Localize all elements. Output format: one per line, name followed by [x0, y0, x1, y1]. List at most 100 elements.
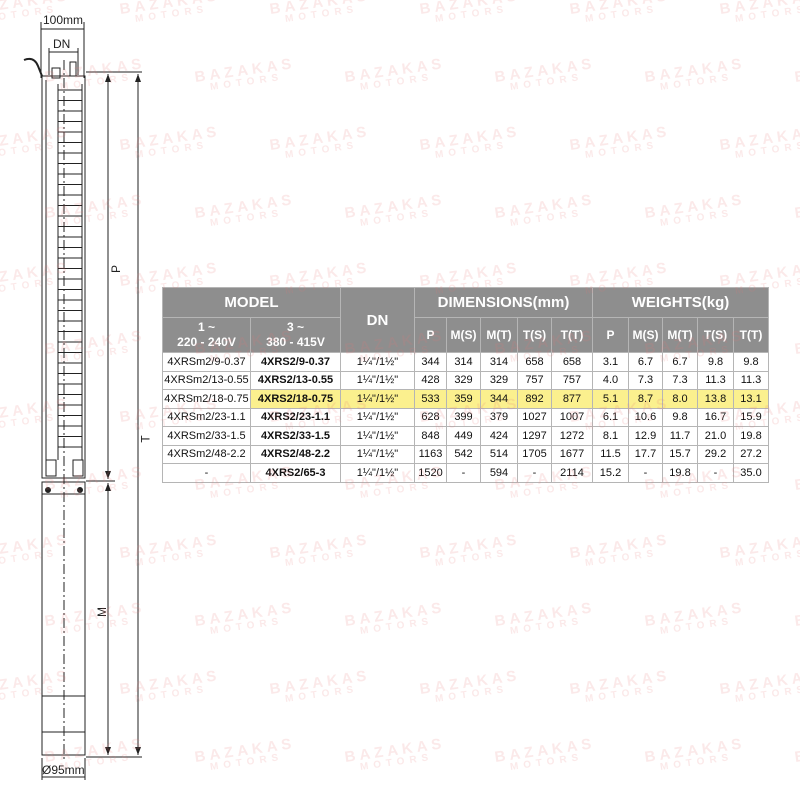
dimension-col-header: M(T) — [480, 317, 518, 353]
weight-value: 4.0 — [592, 370, 629, 390]
dn-dimension-label: DN — [53, 37, 71, 51]
dimensions-header: DIMENSIONS(mm) — [414, 287, 593, 318]
dimension-value: 329 — [446, 370, 481, 390]
weight-value: 9.8 — [662, 407, 698, 427]
weight-value: 6.7 — [662, 352, 698, 372]
weight-value: 12.9 — [628, 426, 663, 446]
dimension-value: 1705 — [517, 444, 552, 464]
table-row: 4XRSm2/23-1.1 4XRS2/23-1.1 1¼"/1½" 628 399 37… — [162, 407, 769, 427]
weights-header: WEIGHTS(kg) — [592, 287, 769, 318]
weight-value: 11.5 — [592, 444, 629, 464]
weight-value: 3.1 — [592, 352, 629, 372]
table-row: -4XRS2/65-3 1¼"/1½" 1520-594-2114 15.2-19.8… — [162, 463, 769, 483]
table-row: 4XRSm2/33-1.5 4XRS2/33-1.5 1¼"/1½" 848 449 42… — [162, 426, 769, 446]
dimension-value: 314 — [446, 352, 481, 372]
weight-value: 5.1 — [592, 389, 629, 409]
weight-value: 8.1 — [592, 426, 629, 446]
dn-header: DN — [340, 287, 415, 353]
dimension-value: 1272 — [551, 426, 593, 446]
three-phase-model: 4XRS2/13-0.55 — [250, 370, 341, 390]
dimension-value: 542 — [446, 444, 481, 464]
three-phase-model: 4XRS2/18-0.75 — [250, 389, 341, 409]
p-dimension-label: P — [109, 264, 124, 274]
dimension-value: 428 — [414, 370, 447, 390]
weight-value: 9.8 — [697, 352, 734, 372]
table-row: 4XRSm2/48-2.2 4XRS2/48-2.2 1¼"/1½" 1163 542 5… — [162, 444, 769, 464]
dimension-value: 658 — [517, 352, 552, 372]
dimension-value: 658 — [551, 352, 593, 372]
weight-value: 15.2 — [592, 463, 629, 483]
single-phase-header: 1 ~220 - 240V — [162, 317, 251, 353]
dn-value: 1¼"/1½" — [340, 389, 415, 409]
model-header: MODEL — [162, 287, 341, 318]
weight-value: 7.3 — [628, 370, 663, 390]
width-dimension-label: 100mm — [43, 13, 84, 27]
dn-value: 1¼"/1½" — [340, 352, 415, 372]
table-row: 4XRSm2/13-0.55 4XRS2/13-0.55 1¼"/1½" 428 329… — [162, 370, 769, 390]
weight-value: 10.6 — [628, 407, 663, 427]
dimension-value: 344 — [414, 352, 447, 372]
dimension-value: - — [517, 463, 552, 483]
dimension-value: 1677 — [551, 444, 593, 464]
weight-value: 7.3 — [662, 370, 698, 390]
three-phase-model: 4XRS2/33-1.5 — [250, 426, 341, 446]
diameter-dimension-label: Ø95mm — [42, 763, 85, 777]
weight-col-header: T(S) — [697, 317, 734, 353]
dimension-value: 2114 — [551, 463, 593, 483]
three-phase-header: 3 ~380 - 415V — [250, 317, 341, 353]
single-phase-model: 4XRSm2/13-0.55 — [162, 370, 251, 390]
dimension-value: 1520 — [414, 463, 447, 483]
weight-value: 6.7 — [628, 352, 663, 372]
dimension-value: 1163 — [414, 444, 447, 464]
weight-value: 27.2 — [733, 444, 769, 464]
single-phase-model: 4XRSm2/9-0.37 — [162, 352, 251, 372]
three-phase-model: 4XRS2/48-2.2 — [250, 444, 341, 464]
dimension-value: 628 — [414, 407, 447, 427]
weight-value: 16.7 — [697, 407, 734, 427]
weight-value: 13.8 — [697, 389, 734, 409]
dn-value: 1¼"/1½" — [340, 407, 415, 427]
weight-value: 19.8 — [733, 426, 769, 446]
dimension-value: - — [446, 463, 481, 483]
dimension-value: 399 — [446, 407, 481, 427]
weight-value: 15.9 — [733, 407, 769, 427]
dimension-col-header: T(T) — [551, 317, 593, 353]
dimension-value: 344 — [480, 389, 518, 409]
dimension-value: 449 — [446, 426, 481, 446]
weight-col-header: M(T) — [662, 317, 698, 353]
single-phase-model: 4XRSm2/18-0.75 — [162, 389, 251, 409]
weight-value: 9.8 — [733, 352, 769, 372]
dimension-value: 757 — [551, 370, 593, 390]
dn-value: 1¼"/1½" — [340, 426, 415, 446]
weight-value: 35.0 — [733, 463, 769, 483]
weight-col-header: M(S) — [628, 317, 663, 353]
weight-value: 8.0 — [662, 389, 698, 409]
three-phase-model: 4XRS2/65-3 — [250, 463, 341, 483]
weight-value: 17.7 — [628, 444, 663, 464]
single-phase-model: - — [162, 463, 251, 483]
dimension-value: 359 — [446, 389, 481, 409]
weight-value: 19.8 — [662, 463, 698, 483]
weight-value: - — [628, 463, 663, 483]
dimension-value: 314 — [480, 352, 518, 372]
weight-value: 13.1 — [733, 389, 769, 409]
weight-value: 11.3 — [733, 370, 769, 390]
dimension-value: 757 — [517, 370, 552, 390]
weight-col-header: T(T) — [733, 317, 769, 353]
weight-value: 29.2 — [697, 444, 734, 464]
dn-value: 1¼"/1½" — [340, 370, 415, 390]
weight-value: 6.1 — [592, 407, 629, 427]
dimension-value: 533 — [414, 389, 447, 409]
dn-value: 1¼"/1½" — [340, 444, 415, 464]
weight-value: 11.7 — [662, 426, 698, 446]
dimension-value: 848 — [414, 426, 447, 446]
weight-value: - — [697, 463, 734, 483]
dimension-col-header: T(S) — [517, 317, 552, 353]
dimension-value: 877 — [551, 389, 593, 409]
dimension-col-header: M(S) — [446, 317, 481, 353]
dimension-value: 1027 — [517, 407, 552, 427]
t-dimension-label: T — [138, 435, 153, 443]
dn-value: 1¼"/1½" — [340, 463, 415, 483]
weight-value: 8.7 — [628, 389, 663, 409]
